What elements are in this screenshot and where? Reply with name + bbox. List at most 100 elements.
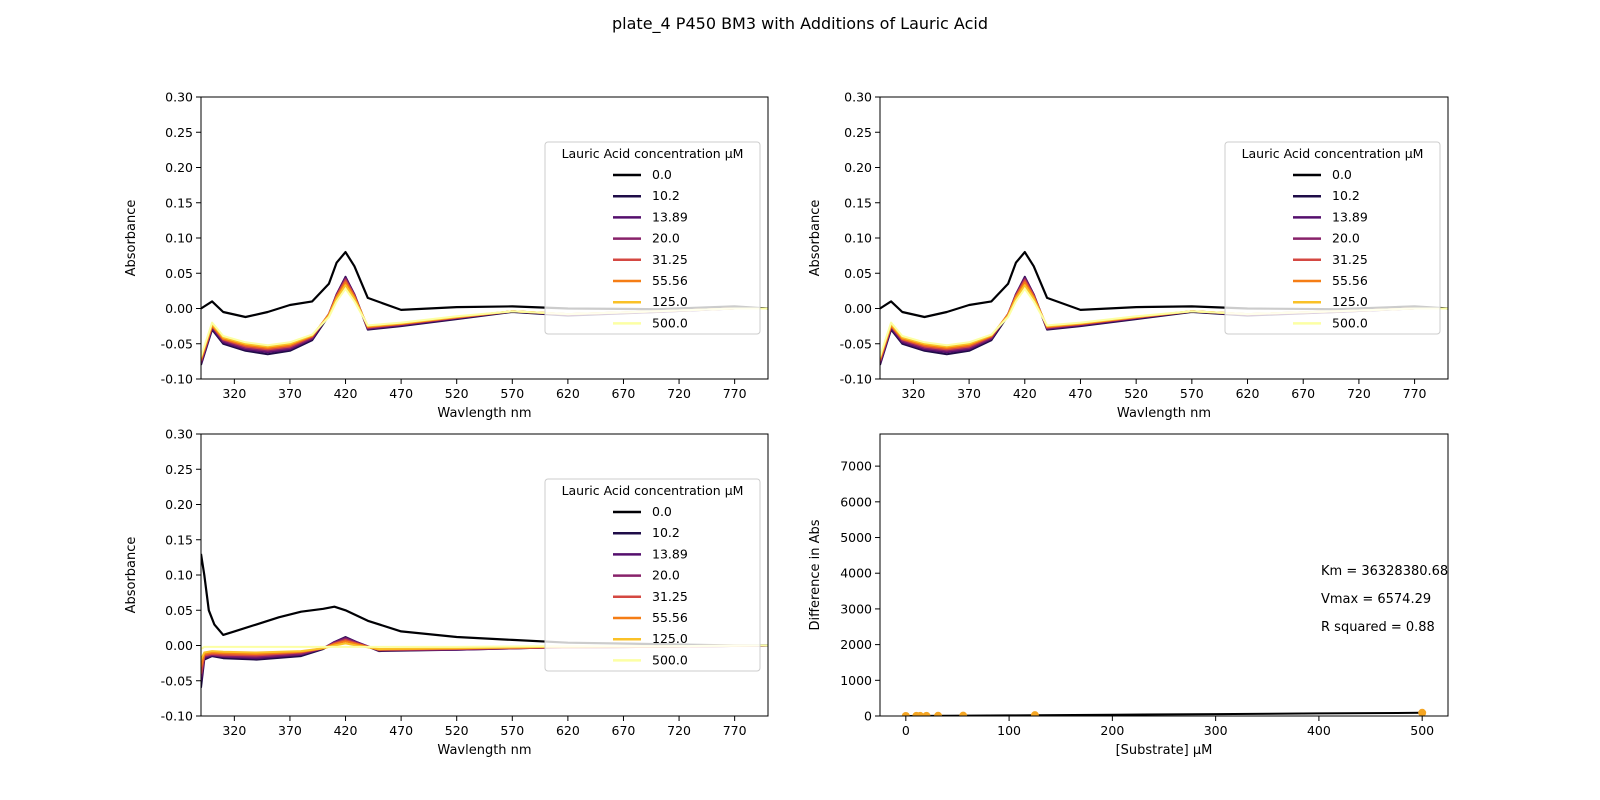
x-axis-label: Wavlength nm	[1117, 406, 1211, 421]
x-tick-label: 720	[667, 723, 691, 738]
data-point-2	[916, 711, 925, 716]
legend: Lauric Acid concentration µM 0.0 10.2 13.89…	[544, 141, 761, 335]
data-point-7	[1418, 708, 1427, 716]
x-tick-label: 370	[278, 386, 302, 401]
y-tick-label: 0.25	[844, 125, 872, 140]
legend-label-0.0: 0.0	[1332, 167, 1352, 182]
annotation-km: Km = 36328380.68	[1321, 564, 1448, 579]
x-tick-label: 470	[1069, 386, 1093, 401]
y-tick-label: 0.25	[165, 462, 193, 477]
y-tick-label: 1000	[840, 673, 872, 688]
y-tick-label: 0.10	[165, 231, 193, 246]
legend-label-13.89: 13.89	[652, 209, 688, 224]
x-axis-label: [Substrate] µM	[1116, 743, 1213, 758]
legend-label-500.0: 500.0	[652, 315, 688, 330]
data-point-6	[1030, 711, 1039, 716]
legend-label-10.2: 10.2	[652, 188, 680, 203]
y-tick-label: -0.05	[161, 673, 193, 688]
x-tick-label: 320	[222, 723, 246, 738]
y-tick-label: 0.30	[165, 427, 193, 442]
y-tick-label: -0.05	[840, 336, 872, 351]
y-axis-label: Difference in Abs	[808, 519, 823, 630]
x-tick-label: 420	[334, 723, 358, 738]
y-tick-label: 0.30	[844, 90, 872, 105]
x-tick-label: 520	[445, 386, 469, 401]
charts: 320 370 420 470 520 570 620 670 720 770 -0.10 -0.05…	[124, 90, 1449, 758]
y-tick-label: -0.10	[840, 372, 872, 387]
x-tick-label: 420	[1013, 386, 1037, 401]
x-tick-label: 570	[1180, 386, 1204, 401]
plot-area	[901, 708, 1427, 716]
x-tick-label: 320	[901, 386, 925, 401]
x-tick-label: 570	[500, 723, 524, 738]
y-tick-label: 0.15	[844, 195, 872, 210]
legend-label-500.0: 500.0	[1332, 315, 1368, 330]
y-tick-label: 0.00	[844, 301, 872, 316]
data-point-0	[901, 712, 910, 716]
x-tick-label: 620	[1236, 386, 1260, 401]
y-tick-label: -0.05	[161, 336, 193, 351]
y-tick-label: 0.10	[165, 568, 193, 583]
legend: Lauric Acid concentration µM 0.0 10.2 13.89…	[544, 478, 761, 672]
x-tick-label: 570	[500, 386, 524, 401]
x-axis-label: Wavlength nm	[437, 406, 531, 421]
x-tick-label: 300	[1204, 723, 1228, 738]
legend-label-55.56: 55.56	[652, 273, 688, 288]
x-tick-label: 520	[1124, 386, 1148, 401]
figure-title: plate_4 P450 BM3 with Additions of Lauri…	[612, 14, 988, 34]
y-tick-label: 0.15	[165, 195, 193, 210]
chart-michaelis-menten: 0 100 200 300 400 500010002000300040005000600…	[808, 433, 1449, 758]
x-tick-label: 320	[222, 386, 246, 401]
y-tick-label: 0.20	[844, 160, 872, 175]
y-tick-label: 0.05	[165, 603, 193, 618]
legend-label-20.0: 20.0	[652, 568, 680, 583]
y-tick-label: 0.20	[165, 160, 193, 175]
legend-label-20.0: 20.0	[652, 231, 680, 246]
y-tick-label: 0.05	[165, 266, 193, 281]
x-tick-label: 670	[1291, 386, 1315, 401]
x-axis-label: Wavlength nm	[437, 743, 531, 758]
legend-title: Lauric Acid concentration µM	[562, 483, 744, 498]
legend-label-13.89: 13.89	[652, 546, 688, 561]
data-point-3	[922, 711, 931, 716]
x-tick-label: 770	[723, 386, 747, 401]
legend-label-125.0: 125.0	[652, 631, 688, 646]
y-tick-label: 0.30	[165, 90, 193, 105]
y-tick-label: 2000	[840, 637, 872, 652]
plot-area	[201, 553, 768, 688]
legend-label-31.25: 31.25	[652, 252, 688, 267]
legend-label-125.0: 125.0	[652, 294, 688, 309]
x-tick-label: 770	[723, 723, 747, 738]
x-tick-label: 400	[1307, 723, 1331, 738]
x-tick-label: 770	[1403, 386, 1427, 401]
y-tick-label: -0.10	[161, 372, 193, 387]
axes-frame	[879, 433, 1449, 717]
annotation-r2: R squared = 0.88	[1321, 620, 1435, 635]
y-tick-label: -0.10	[161, 709, 193, 724]
y-tick-label: 0.20	[165, 497, 193, 512]
y-tick-label: 0	[864, 709, 872, 724]
legend-box	[544, 478, 761, 672]
x-tick-label: 620	[556, 723, 580, 738]
legend-title: Lauric Acid concentration µM	[562, 146, 744, 161]
legend-label-13.89: 13.89	[1332, 209, 1368, 224]
x-tick-label: 500	[1410, 723, 1434, 738]
data-point-4	[934, 711, 943, 716]
legend-title: Lauric Acid concentration µM	[1242, 146, 1424, 161]
legend-label-55.56: 55.56	[1332, 273, 1368, 288]
legend-box	[1224, 141, 1441, 335]
legend-label-0.0: 0.0	[652, 504, 672, 519]
y-axis-label: Absorbance	[124, 200, 139, 277]
legend-label-31.25: 31.25	[652, 589, 688, 604]
y-tick-label: 3000	[840, 601, 872, 616]
legend-label-20.0: 20.0	[1332, 231, 1360, 246]
legend-box	[544, 141, 761, 335]
y-tick-label: 7000	[840, 459, 872, 474]
y-tick-label: 4000	[840, 566, 872, 581]
legend-label-10.2: 10.2	[1332, 188, 1360, 203]
x-tick-label: 670	[612, 386, 636, 401]
y-tick-label: 0.10	[844, 231, 872, 246]
x-tick-label: 720	[1347, 386, 1371, 401]
x-tick-label: 470	[389, 386, 413, 401]
